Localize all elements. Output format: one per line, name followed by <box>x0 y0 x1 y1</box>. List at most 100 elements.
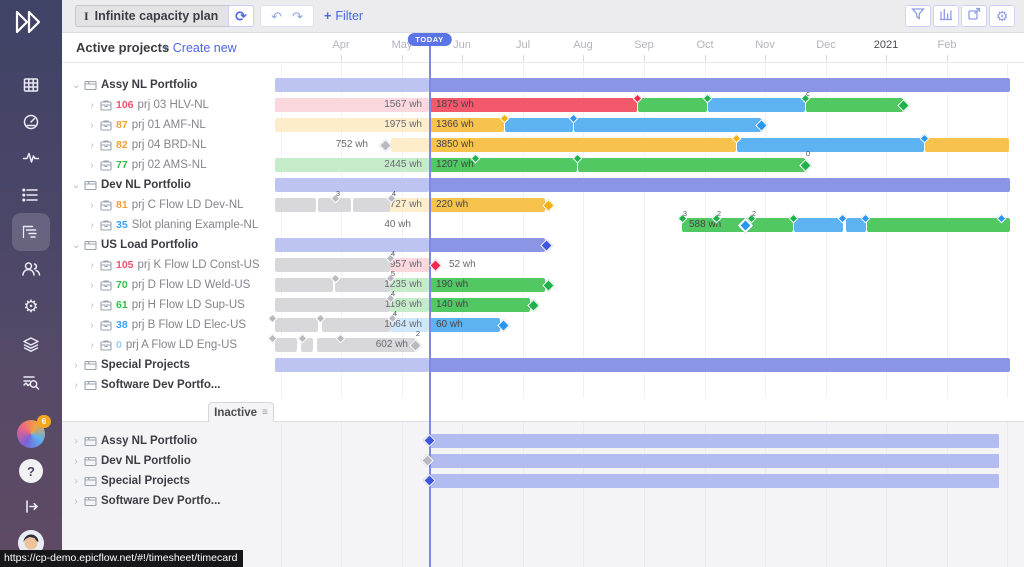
milestone-diamond[interactable] <box>428 258 442 272</box>
expander-icon[interactable]: › <box>90 219 94 231</box>
gantt-bar-segment[interactable]: 2445 wh <box>275 158 429 172</box>
gantt-bar-segment[interactable] <box>318 198 351 212</box>
gantt-bar-segment[interactable]: 40 wh <box>360 218 418 232</box>
gantt-bar-segment[interactable]: 140 wh <box>429 298 530 312</box>
expander-icon[interactable]: › <box>74 455 78 467</box>
gantt-bar-segment[interactable] <box>505 118 573 132</box>
row-label-software-dev-portfo[interactable]: › Software Dev Portfo... <box>62 491 278 511</box>
sidebar-item-activity[interactable] <box>12 139 50 177</box>
gantt-bar-segment[interactable]: 752 wh <box>300 138 375 152</box>
gantt-bar-segment[interactable] <box>708 98 805 112</box>
gantt-bar-segment[interactable] <box>353 198 390 212</box>
gantt-bar-segment[interactable]: 1975 wh <box>275 118 429 132</box>
filter-button[interactable]: + Filter <box>324 9 363 23</box>
sidebar-item-search-list[interactable] <box>12 363 50 401</box>
gantt-bar-segment[interactable] <box>275 278 333 292</box>
sidebar-item-layers[interactable] <box>12 325 50 363</box>
row-label-prj-a-flow-ld-eng-us[interactable]: › 0 prj A Flow LD Eng-US <box>62 335 294 355</box>
row-label-us-load-portfolio[interactable]: ⌄ US Load Portfolio <box>62 235 278 255</box>
row-label-slot-planing-example-nl[interactable]: › 35 Slot planing Example-NL <box>62 215 294 235</box>
expander-icon[interactable]: › <box>74 495 78 507</box>
gantt-bar-segment[interactable]: 1875 wh <box>429 98 637 112</box>
inactive-bar[interactable] <box>429 434 999 448</box>
settings-button[interactable]: ⚙ <box>989 5 1015 27</box>
gantt-bar-segment[interactable]: 52 wh <box>442 258 487 272</box>
gantt-bar-segment[interactable]: 602 wh <box>317 338 415 352</box>
create-new-link[interactable]: + Create new <box>162 41 237 55</box>
gantt-bar-segment[interactable] <box>867 218 1010 232</box>
gantt-bar-segment[interactable]: 1366 wh <box>429 118 504 132</box>
redo-icon[interactable]: ↷ <box>292 8 303 24</box>
notifications-app-icon[interactable]: 6 <box>17 415 51 448</box>
expander-icon[interactable]: › <box>74 359 78 371</box>
expander-icon[interactable]: › <box>90 339 94 351</box>
expander-icon[interactable]: › <box>90 259 94 271</box>
gantt-bar-segment[interactable] <box>925 138 1009 152</box>
gantt-bar-segment[interactable] <box>794 218 843 232</box>
gantt-bar-segment[interactable] <box>429 178 1010 192</box>
epicflow-logo-icon[interactable] <box>14 8 48 36</box>
gantt-bar-segment[interactable] <box>275 258 390 272</box>
gantt-bar-segment[interactable] <box>275 78 429 92</box>
gantt-bar-segment[interactable]: 1207 wh <box>429 158 577 172</box>
load-graph-button[interactable] <box>933 5 959 27</box>
expander-icon[interactable]: › <box>90 299 94 311</box>
sidebar-item-gantt[interactable] <box>12 213 50 251</box>
expander-icon[interactable]: › <box>90 319 94 331</box>
row-label-assy-nl-portfolio[interactable]: › Assy NL Portfolio <box>62 431 278 451</box>
inactive-bar[interactable] <box>429 474 999 488</box>
row-label-prj-01-amf-nl[interactable]: › 87 prj 01 AMF-NL <box>62 115 294 135</box>
gantt-bar-segment[interactable]: 1064 wh <box>384 318 429 332</box>
gantt-bar-segment[interactable]: 1567 wh <box>275 98 429 112</box>
expander-icon[interactable]: ⌄ <box>72 239 81 251</box>
row-label-prj-03-hlv-nl[interactable]: › 106 prj 03 HLV-NL <box>62 95 294 115</box>
logout-button[interactable] <box>12 487 50 525</box>
row-label-prj-04-brd-nl[interactable]: › 82 prj 04 BRD-NL <box>62 135 294 155</box>
expander-icon[interactable]: › <box>90 159 94 171</box>
tab-inactive[interactable]: Inactive ≡ <box>208 402 274 422</box>
refresh-button[interactable]: ⟳ <box>228 5 254 27</box>
gantt-bar-segment[interactable] <box>429 358 1010 372</box>
row-label-dev-nl-portfolio[interactable]: ⌄ Dev NL Portfolio <box>62 175 278 195</box>
gantt-bar-segment[interactable] <box>638 98 707 112</box>
milestone-diamond[interactable] <box>378 138 392 152</box>
gantt-bar-segment[interactable] <box>846 218 866 232</box>
gantt-bar-segment[interactable] <box>391 138 429 152</box>
gantt-bar-segment[interactable] <box>275 198 316 212</box>
row-label-prj-d-flow-ld-weld-us[interactable]: › 70 prj D Flow LD Weld-US <box>62 275 294 295</box>
plan-selector-dropdown[interactable]: I Infinite capacity plan ▼ <box>75 5 244 27</box>
gantt-bar-segment[interactable]: 190 wh <box>429 278 545 292</box>
gantt-bar-segment[interactable] <box>275 318 318 332</box>
gantt-bar-segment[interactable] <box>275 358 429 372</box>
row-label-prj-c-flow-ld-dev-nl[interactable]: › 81 prj C Flow LD Dev-NL <box>62 195 294 215</box>
expander-icon[interactable]: › <box>74 475 78 487</box>
gantt-bar-segment[interactable] <box>574 118 761 132</box>
gantt-bar-segment[interactable] <box>335 278 390 292</box>
export-button[interactable] <box>961 5 987 27</box>
expander-icon[interactable]: › <box>74 379 78 391</box>
sidebar-item-users[interactable] <box>12 249 50 287</box>
row-label-prj-h-flow-ld-sup-us[interactable]: › 61 prj H Flow LD Sup-US <box>62 295 294 315</box>
gantt-bar-segment[interactable] <box>806 98 903 112</box>
sidebar-item-gear[interactable]: ⚙ <box>12 288 50 326</box>
row-label-software-dev-portfo[interactable]: › Software Dev Portfo... <box>62 375 278 395</box>
expander-icon[interactable]: › <box>90 279 94 291</box>
help-button[interactable]: ? <box>19 459 43 483</box>
row-label-special-projects[interactable]: › Special Projects <box>62 471 278 491</box>
gantt-bar-segment[interactable] <box>429 78 1010 92</box>
row-label-prj-b-flow-ld-elec-us[interactable]: › 38 prj B Flow LD Elec-US <box>62 315 294 335</box>
gantt-bar-segment[interactable] <box>578 158 805 172</box>
row-label-prj-k-flow-ld-const-us[interactable]: › 105 prj K Flow LD Const-US <box>62 255 294 275</box>
row-label-prj-02-ams-nl[interactable]: › 77 prj 02 AMS-NL <box>62 155 294 175</box>
expander-icon[interactable]: ⌄ <box>72 179 81 191</box>
gantt-bar-segment[interactable]: 3850 wh <box>429 138 736 152</box>
gantt-bar-segment[interactable]: 957 wh <box>390 258 429 272</box>
gantt-bar-segment[interactable] <box>275 178 429 192</box>
sidebar-item-list[interactable] <box>12 176 50 214</box>
gantt-bar-segment[interactable] <box>737 138 924 152</box>
funnel-chart-button[interactable] <box>905 5 931 27</box>
gantt-bar-segment[interactable]: 727 wh <box>390 198 429 212</box>
expander-icon[interactable]: › <box>90 119 94 131</box>
gantt-bar-segment[interactable]: 60 wh <box>429 318 500 332</box>
expander-icon[interactable]: › <box>90 99 94 111</box>
